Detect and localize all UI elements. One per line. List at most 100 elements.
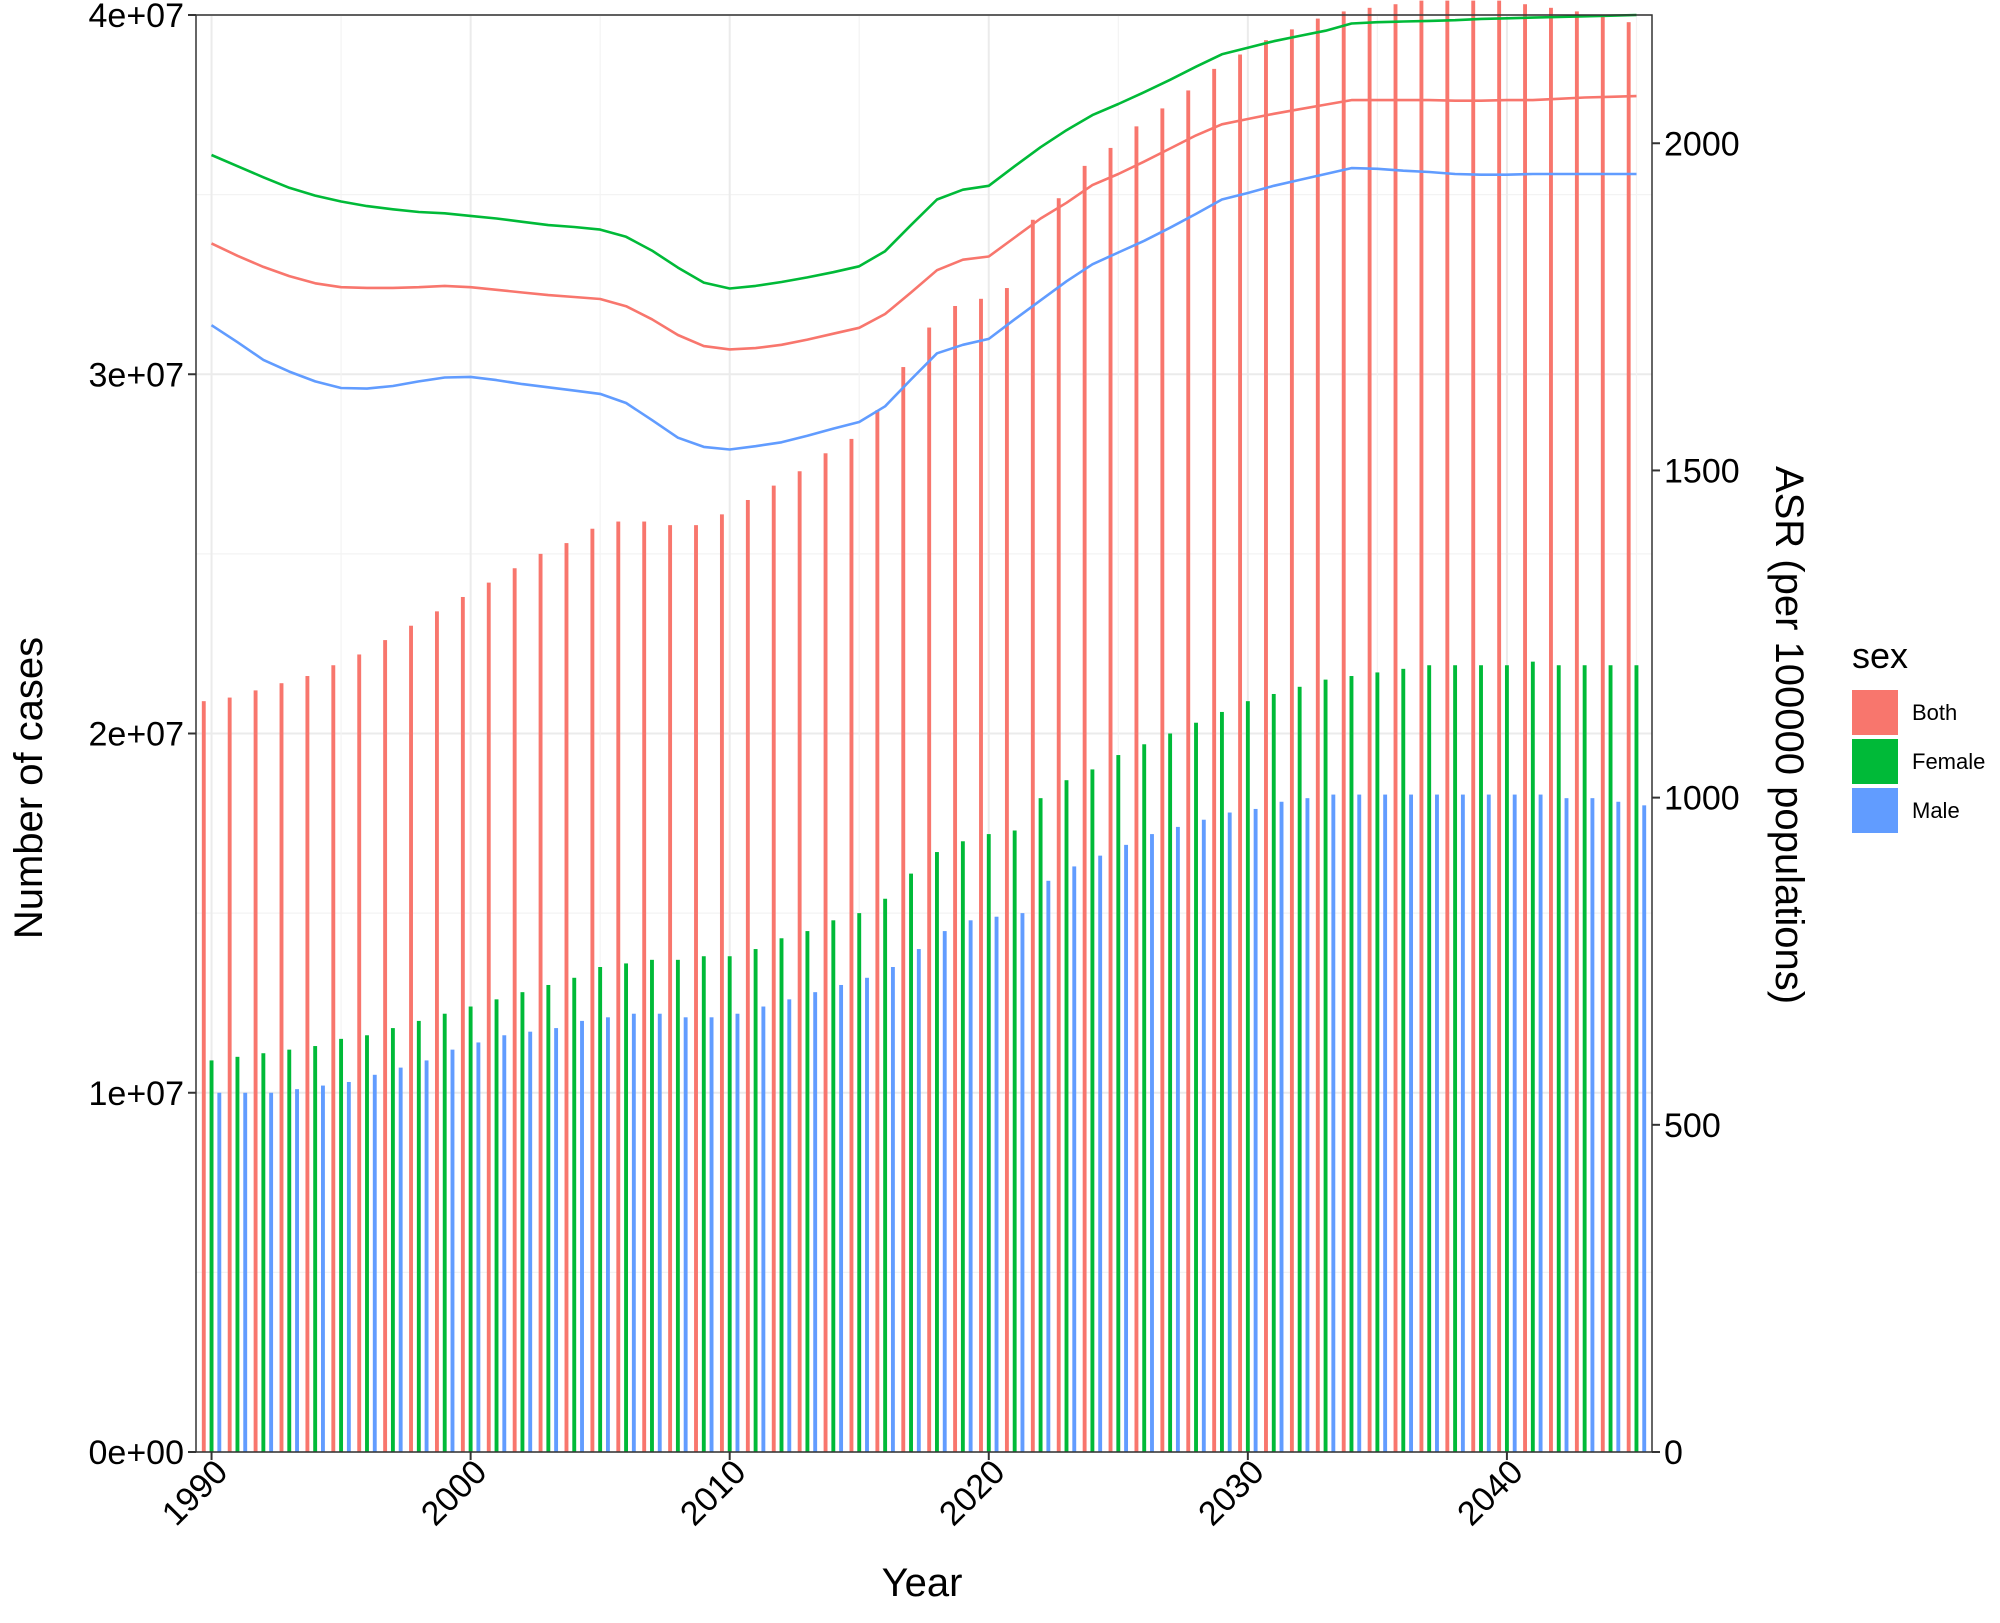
bar-male <box>295 1089 299 1452</box>
bar-female <box>1556 665 1561 1452</box>
bar-male <box>942 931 947 1452</box>
bar-both <box>253 690 258 1452</box>
bar-both <box>486 582 491 1452</box>
legend-label-female: Female <box>1912 749 1985 774</box>
y-left-tick-label: 4e+07 <box>89 0 185 35</box>
bar-female <box>1064 780 1069 1452</box>
bar-male <box>372 1074 377 1452</box>
bar-female <box>1038 798 1043 1452</box>
bar-male <box>580 1020 584 1452</box>
y-left-tick-label: 1e+07 <box>89 1075 185 1113</box>
bar-male <box>631 1013 636 1452</box>
bar-both <box>1289 29 1294 1453</box>
bar-male <box>657 1013 662 1452</box>
bar-female <box>857 913 862 1452</box>
legend-label-male: Male <box>1912 798 1960 823</box>
bar-both <box>1574 11 1579 1453</box>
bar-female <box>650 959 654 1452</box>
bar-male <box>787 999 792 1452</box>
bar-male <box>528 1031 533 1452</box>
bar-female <box>494 999 499 1452</box>
line-layer <box>210 13 1637 451</box>
bar-both <box>1549 7 1553 1453</box>
y-left-tick-label: 2e+07 <box>89 716 185 754</box>
bar-both <box>1082 165 1087 1452</box>
line-female <box>210 13 1637 290</box>
bar-female <box>675 959 680 1452</box>
bar-both <box>694 525 698 1452</box>
bar-male <box>916 949 921 1452</box>
bar-female <box>1297 686 1302 1452</box>
y-axis-right: 0 500 1000 1500 2000 <box>1652 125 1740 1472</box>
bar-both <box>668 525 673 1452</box>
bar-both <box>719 514 724 1452</box>
bar-both <box>642 521 647 1452</box>
bar-female <box>1271 693 1276 1452</box>
bar-both <box>849 438 854 1452</box>
bar-female <box>935 852 939 1452</box>
bar-female <box>1530 661 1535 1452</box>
bar-male <box>1331 794 1336 1452</box>
bar-male <box>1409 794 1414 1452</box>
bar-male <box>346 1081 351 1452</box>
bar-female <box>1401 668 1406 1452</box>
y-left-tick-label: 3e+07 <box>89 356 185 394</box>
legend-key-female <box>1852 739 1898 784</box>
bar-male <box>1564 798 1569 1452</box>
bar-female <box>1608 665 1613 1452</box>
bar-both <box>1212 68 1217 1453</box>
bar-both <box>201 701 206 1452</box>
bar-female <box>1375 672 1380 1452</box>
bar-both <box>927 327 932 1452</box>
bar-female <box>1116 755 1121 1452</box>
bar-female <box>727 956 732 1452</box>
bar-male <box>605 1017 610 1452</box>
bar-male <box>1512 794 1517 1452</box>
bar-male <box>1357 794 1362 1452</box>
bar-female <box>416 1020 421 1452</box>
bar-both <box>901 367 906 1453</box>
x-axis-title: Year <box>882 1561 963 1605</box>
bar-female <box>883 898 888 1452</box>
bar-female <box>1323 679 1328 1452</box>
bar-female <box>779 938 784 1452</box>
bar-male <box>865 977 869 1452</box>
bar-female <box>986 834 991 1452</box>
bar-male <box>1486 794 1491 1452</box>
line-both <box>210 94 1637 351</box>
bar-both <box>953 305 958 1453</box>
bar-male <box>1227 812 1232 1452</box>
legend-key-male <box>1852 788 1898 833</box>
y-right-tick-label: 0 <box>1664 1434 1683 1472</box>
y-right-tick-label: 2000 <box>1664 125 1740 163</box>
bar-male <box>1175 826 1180 1452</box>
bar-female <box>753 949 758 1452</box>
line-male <box>210 166 1637 451</box>
bar-male <box>735 1013 740 1452</box>
bar-female <box>909 873 913 1452</box>
bar-female <box>1582 665 1587 1452</box>
y-axis-left: 0e+00 1e+07 2e+07 3e+07 4e+07 <box>89 0 196 1472</box>
bar-both <box>1497 0 1502 1452</box>
bar-male <box>761 1006 766 1452</box>
legend-label-both: Both <box>1912 700 1957 725</box>
bar-male <box>1305 798 1310 1452</box>
bar-female <box>831 920 836 1452</box>
legend-key-both <box>1852 690 1898 735</box>
bar-female <box>1194 722 1198 1452</box>
bar-both <box>771 485 776 1452</box>
bar-male <box>890 967 895 1452</box>
bar-both <box>1160 108 1165 1452</box>
bar-both <box>564 543 569 1452</box>
y-left-tick-label: 0e+00 <box>89 1434 185 1472</box>
y-axis-left-title: Number of cases <box>7 637 51 939</box>
bar-female <box>235 1056 240 1452</box>
bar-male <box>994 916 999 1452</box>
bar-female <box>287 1049 292 1452</box>
bar-both <box>823 453 828 1452</box>
bar-female <box>1090 769 1095 1452</box>
bar-female <box>1245 701 1250 1452</box>
bar-both <box>979 298 983 1452</box>
bar-both <box>434 611 439 1452</box>
